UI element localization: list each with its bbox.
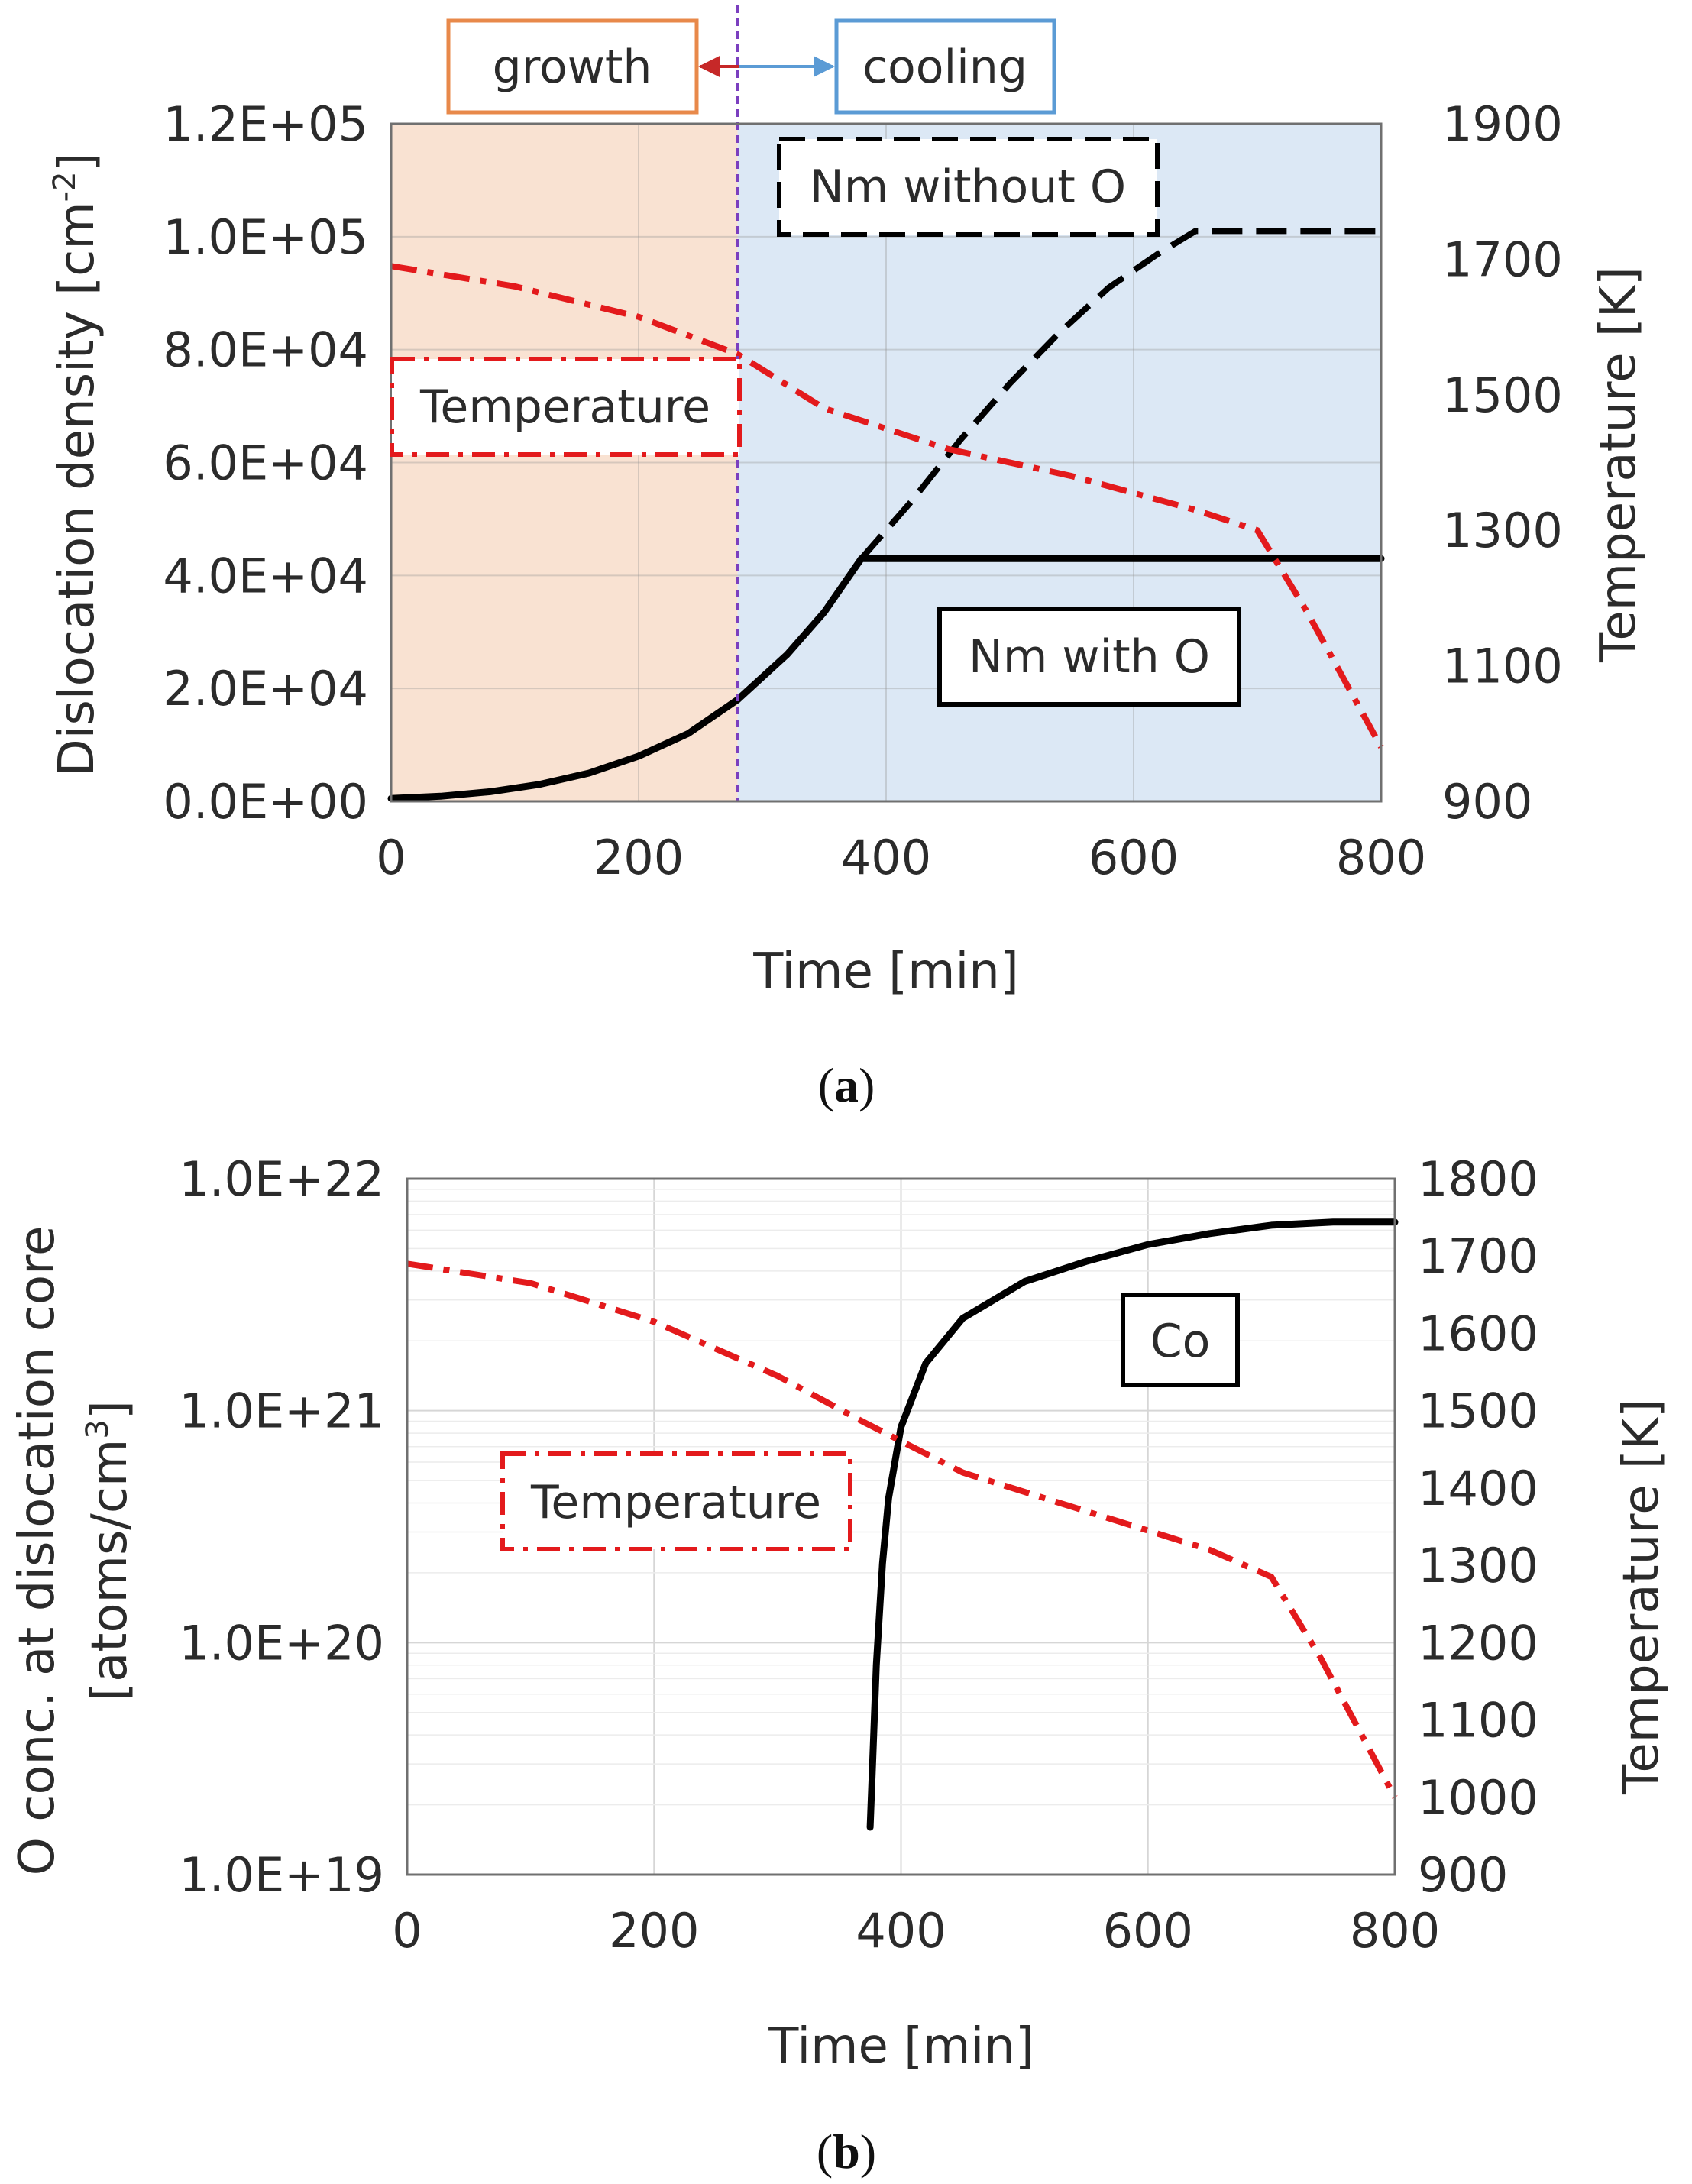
- y-right-tick-label: 900: [1442, 774, 1532, 830]
- y-right-tick-label: 1000: [1418, 1770, 1538, 1826]
- series-temperature-line: [390, 263, 1384, 749]
- nm-with-o-box: [937, 607, 1241, 707]
- co-label: Co: [1150, 1315, 1211, 1368]
- y-right-tick-label: 1600: [1418, 1306, 1538, 1361]
- b-y-right-ticks: 900 1000 1100 1200 1300 1400 1500 1600 1700 1800: [1418, 1151, 1538, 1903]
- b-x-axis-label: Time [min]: [768, 2018, 1034, 2075]
- y-left-tick-label: 1.0E+21: [179, 1383, 384, 1439]
- a-y-left-axis-label: Dislocation density [cm-2]: [47, 152, 105, 776]
- panel-a: 0 200 400 600 800 0.0E+00 2.0E+04 4.0E+04 6.0E+…: [47, 5, 1647, 1000]
- x-tick-label: 600: [1089, 830, 1179, 885]
- x-tick-label: 200: [609, 1903, 699, 1959]
- y-left-tick-label: 2.0E+04: [163, 661, 368, 717]
- nm-without-o-label: Nm without O: [810, 160, 1126, 214]
- b-y-left-ticks: 1.0E+19 1.0E+20 1.0E+21 1.0E+22: [179, 1151, 384, 1903]
- x-tick-label: 400: [841, 830, 931, 885]
- b-y-right-axis-label: Temperature [K]: [1613, 1399, 1670, 1795]
- y-right-tick-label: 1300: [1418, 1538, 1538, 1594]
- series-temperature-line: [406, 1260, 1398, 1799]
- series-nm-with-o-line: [387, 555, 1385, 802]
- y-right-tick-label: 1900: [1442, 96, 1563, 152]
- y-right-tick-label: 1700: [1418, 1228, 1538, 1284]
- b-y-left-axis-label-line2: [atoms/cm3]: [80, 1400, 138, 1701]
- y-right-tick-label: 900: [1418, 1847, 1508, 1903]
- y-left-tick-label: 0.0E+00: [163, 774, 368, 830]
- y-right-tick-label: 1400: [1418, 1461, 1538, 1516]
- caption-a: (a): [818, 1058, 875, 1112]
- growth-label: growth: [493, 40, 652, 94]
- x-tick-label: 200: [594, 830, 684, 885]
- y-left-tick-label: 1.2E+05: [163, 96, 368, 152]
- y-left-tick-label: 1.0E+05: [163, 209, 368, 265]
- a-x-axis-label: Time [min]: [752, 943, 1019, 1000]
- co-box: [1121, 1293, 1240, 1387]
- a-y-left-ticks: 0.0E+00 2.0E+04 4.0E+04 6.0E+04 8.0E+04 1.0E+…: [163, 96, 368, 830]
- a-plot-frame: [390, 122, 1383, 803]
- nm-with-o-label: Nm with O: [969, 630, 1210, 684]
- x-tick-label: 600: [1103, 1903, 1193, 1959]
- a-temperature-label: Temperature: [419, 380, 710, 434]
- y-left-tick-label: 1.0E+20: [179, 1615, 384, 1671]
- cooling-label-box: [834, 18, 1056, 115]
- y-left-tick-label: 8.0E+04: [163, 322, 368, 378]
- growth-label-box: [446, 18, 699, 115]
- y-right-tick-label: 1300: [1442, 503, 1563, 558]
- y-left-tick-label: 6.0E+04: [163, 435, 368, 491]
- a-series-group: [387, 228, 1385, 802]
- x-tick-label: 0: [376, 830, 406, 885]
- b-x-ticks: 0 200 400 600 800: [392, 1903, 1440, 1959]
- x-tick-label: 0: [392, 1903, 422, 1959]
- nm-without-o-box: [777, 137, 1160, 237]
- y-right-tick-label: 1500: [1418, 1383, 1538, 1439]
- a-temperature-box: [390, 357, 742, 457]
- a-y-right-axis-label: Temperature [K]: [1590, 267, 1647, 663]
- y-right-tick-label: 1700: [1442, 231, 1563, 287]
- y-left-tick-label: 4.0E+04: [163, 548, 368, 603]
- series-nm-without-o-line: [859, 228, 1381, 561]
- y-right-tick-label: 1500: [1442, 367, 1563, 423]
- y-left-tick-label: 1.0E+22: [179, 1151, 384, 1207]
- x-tick-label: 800: [1336, 830, 1426, 885]
- series-co-line: [866, 1218, 1399, 1831]
- a-y-right-ticks: 900 1100 1300 1500 1700 1900: [1442, 96, 1563, 830]
- caption-b: (b): [817, 2124, 876, 2179]
- y-right-tick-label: 1800: [1418, 1151, 1538, 1207]
- y-right-tick-label: 1100: [1442, 639, 1563, 694]
- b-plot-frame: [406, 1177, 1396, 1876]
- panel-b: 0 200 400 600 800 1.0E+191.0E+201.0E+211.0E+…: [9, 1151, 1670, 2075]
- y-left-tick-label: 1.0E+19: [179, 1847, 384, 1903]
- b-temperature-box: [500, 1451, 852, 1551]
- x-tick-label: 800: [1350, 1903, 1440, 1959]
- x-tick-label: 400: [856, 1903, 946, 1959]
- b-series-group: [406, 1218, 1399, 1831]
- y-right-tick-label: 1200: [1418, 1615, 1538, 1671]
- b-temperature-label: Temperature: [530, 1476, 821, 1529]
- a-x-ticks: 0 200 400 600 800: [376, 830, 1426, 885]
- b-y-left-axis-label-line1: O conc. at dislocation core: [9, 1226, 66, 1876]
- cooling-label: cooling: [862, 40, 1027, 94]
- growth-region: [391, 124, 738, 801]
- y-right-tick-label: 1100: [1418, 1693, 1538, 1749]
